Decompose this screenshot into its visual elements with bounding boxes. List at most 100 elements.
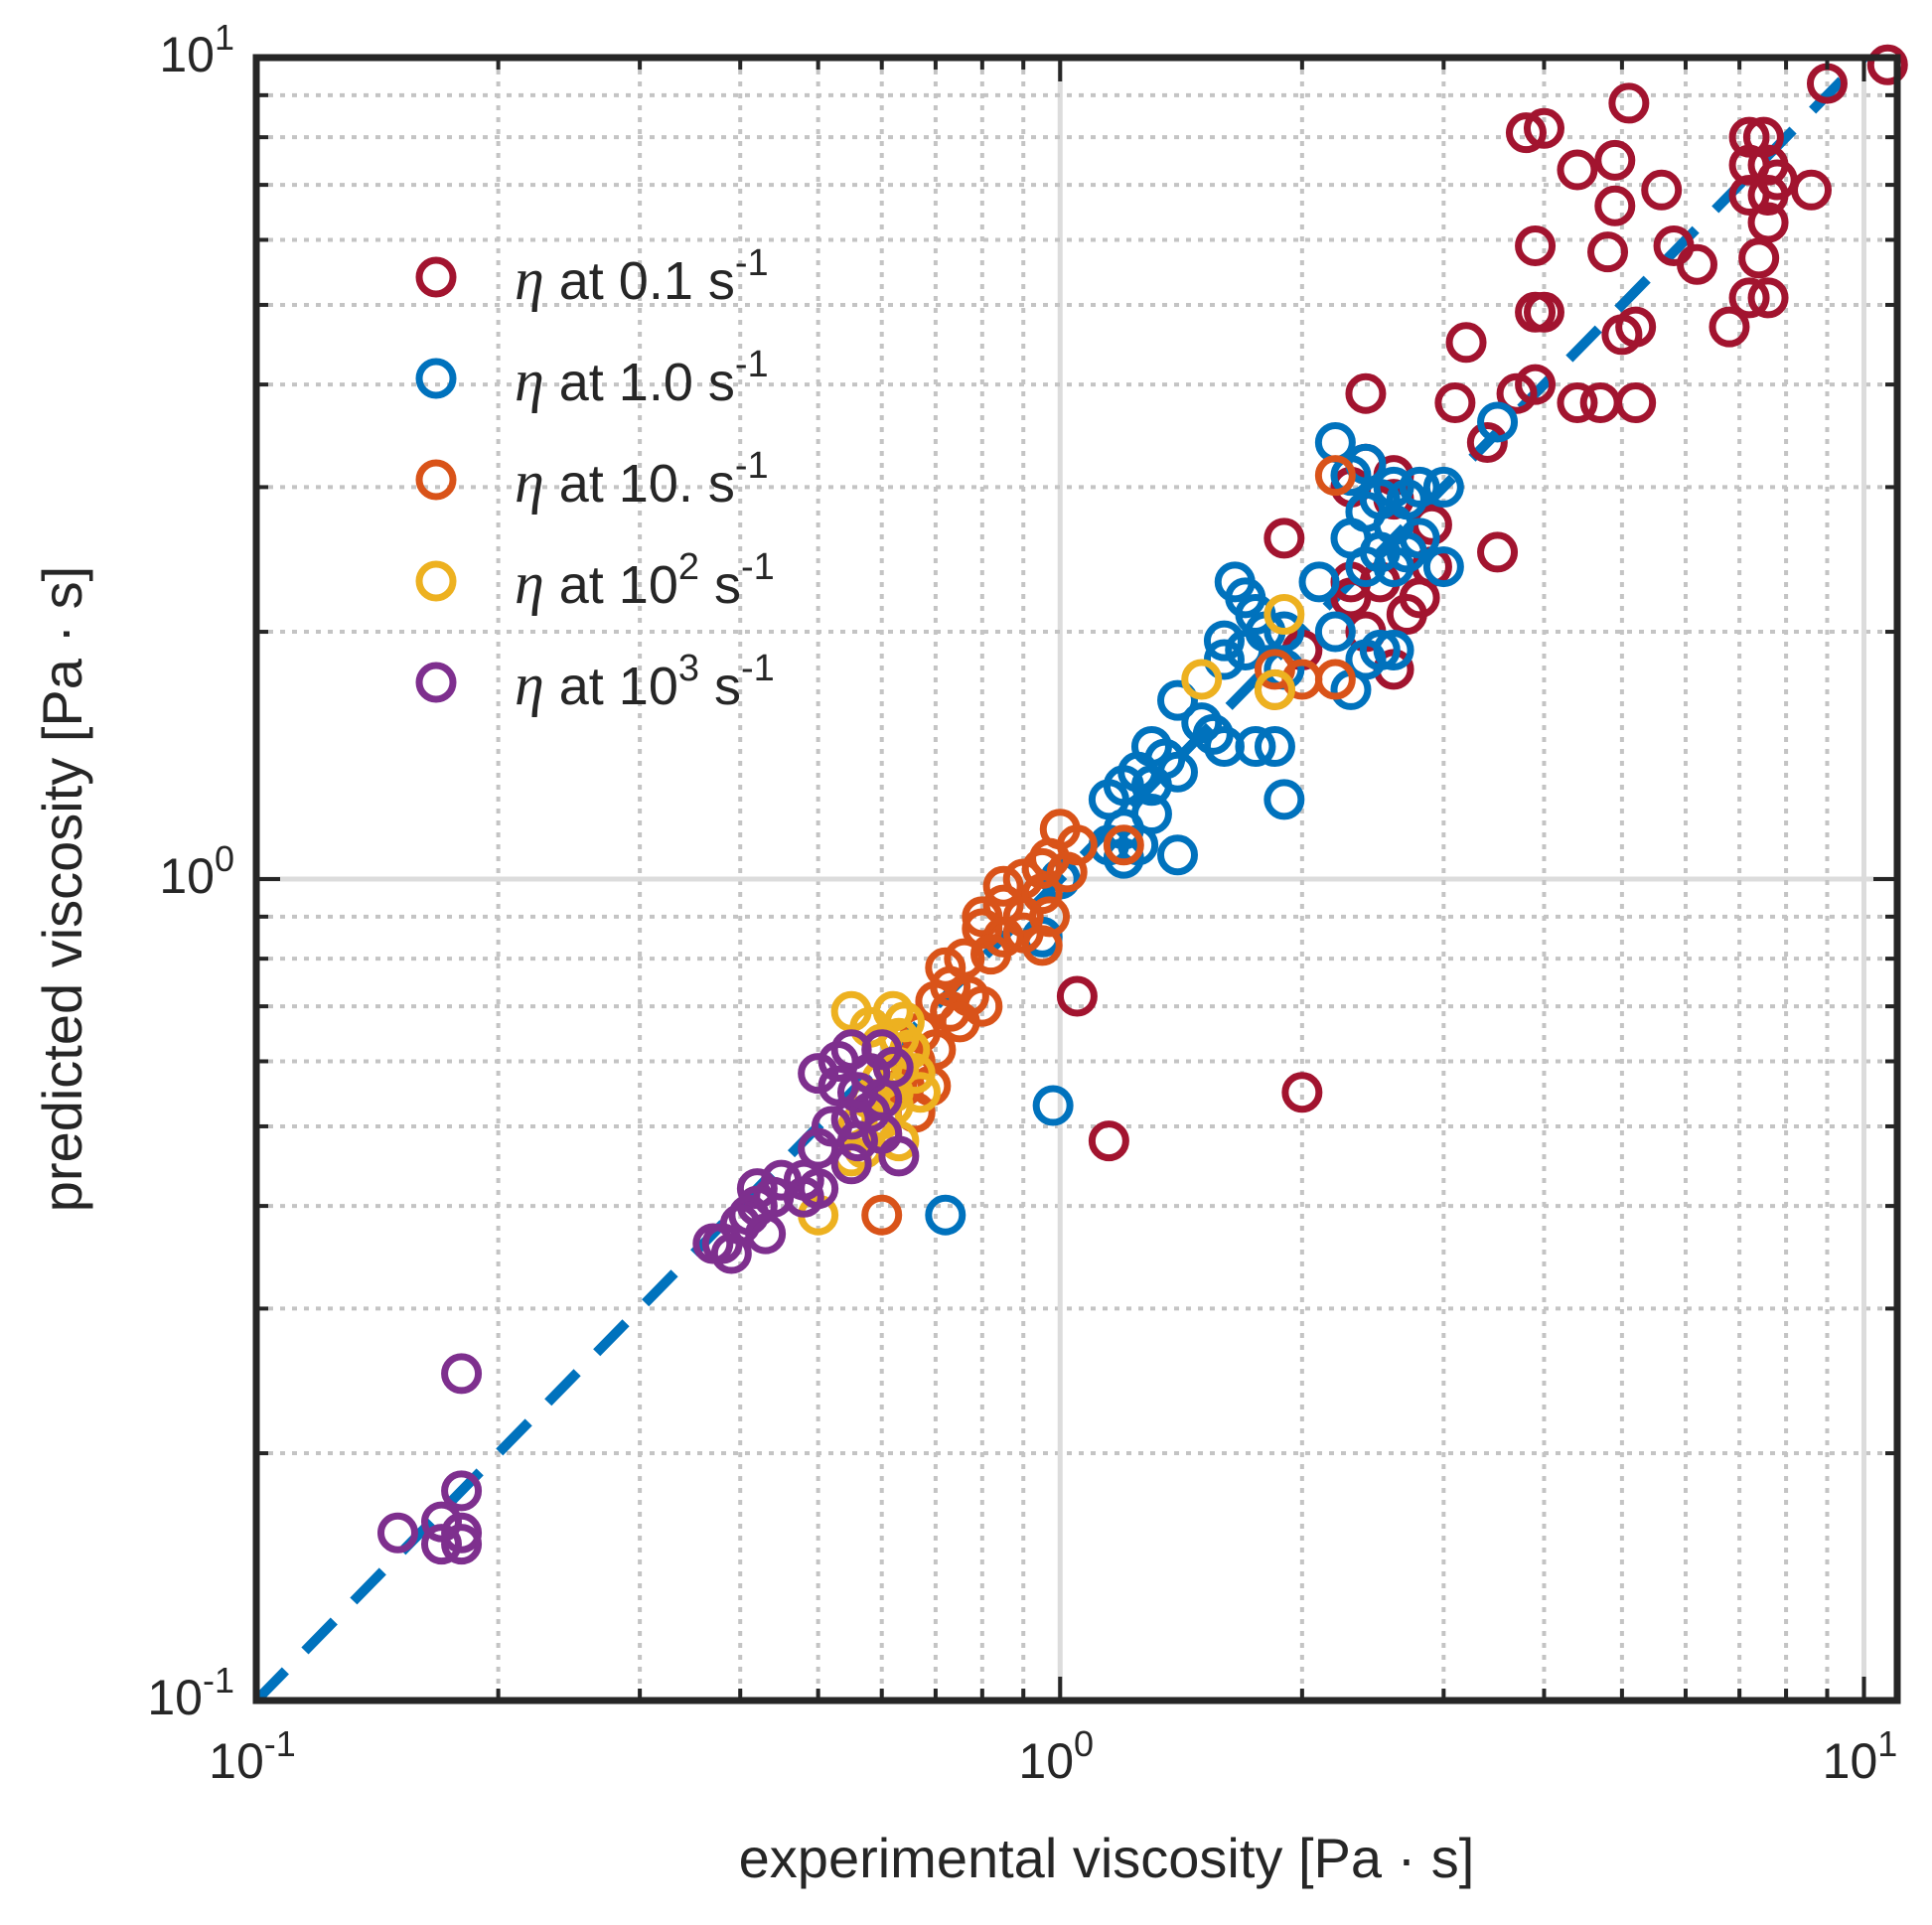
legend-marker	[415, 662, 457, 703]
data-point	[1466, 421, 1508, 463]
legend-text-part: at 0.1 s	[544, 251, 735, 311]
x-tick-label: 10-1	[209, 1723, 296, 1789]
data-point	[1728, 277, 1770, 319]
data-point	[1747, 202, 1789, 243]
data-point	[1263, 518, 1305, 559]
data-point	[970, 934, 1012, 975]
legend-eta-symbol: η	[515, 246, 544, 312]
tick-base: 10	[209, 1733, 264, 1789]
data-point	[1747, 277, 1789, 319]
data-point	[1088, 1120, 1129, 1162]
tick-exponent: 1	[1877, 1723, 1897, 1764]
legend-text-part: at 10	[544, 555, 678, 615]
data-point	[420, 1524, 462, 1565]
data-point	[1747, 175, 1789, 217]
data-point	[861, 1194, 903, 1236]
data-point	[1263, 611, 1305, 653]
data-point	[1254, 726, 1295, 768]
data-point	[1477, 531, 1519, 573]
data-point	[1557, 382, 1598, 424]
y-tick-label: 101	[159, 17, 234, 82]
x-tick-labels: 10-1 100 101	[209, 1723, 1897, 1789]
data-point	[1345, 546, 1387, 588]
legend-marker	[415, 560, 457, 602]
data-point	[1181, 702, 1223, 744]
y-axis-title: predicted viscosity [Pa · s]	[31, 566, 93, 1212]
legend-eta-symbol: η	[515, 449, 544, 515]
legend-text-part: s	[699, 555, 741, 615]
data-point	[1515, 364, 1557, 405]
data-point	[836, 1072, 878, 1113]
legend-superscript: -1	[741, 648, 775, 689]
data-point	[1056, 975, 1098, 1017]
data-point	[1557, 149, 1598, 191]
tick-exponent: -1	[264, 1723, 296, 1764]
tick-base: 10	[159, 848, 215, 904]
data-point	[745, 1213, 787, 1255]
legend-text-part: at 10	[544, 657, 678, 716]
data-point	[1235, 726, 1276, 768]
data-point	[1225, 629, 1266, 670]
data-point	[1021, 925, 1063, 966]
data-point	[830, 1143, 872, 1185]
data-point	[1738, 237, 1780, 279]
axis-ticks	[254, 56, 1897, 1703]
legend-marker	[415, 256, 457, 298]
legend-label: η at 0.1 s-1	[515, 242, 769, 312]
data-point	[377, 1512, 419, 1554]
data-point	[1263, 594, 1305, 636]
data-point	[1523, 107, 1564, 149]
data-point	[1157, 834, 1199, 876]
legend-label: η at 10. s-1	[515, 445, 769, 515]
data-point	[817, 1065, 859, 1107]
legend-superscript: -1	[735, 344, 769, 385]
data-point	[1594, 139, 1636, 181]
tick-base: 10	[1823, 1733, 1878, 1789]
y-tick-label: 10-1	[147, 1660, 234, 1725]
data-point	[1181, 659, 1223, 700]
data-point	[441, 1353, 483, 1395]
tick-base: 10	[159, 27, 215, 82]
data-point	[1399, 577, 1440, 619]
tick-exponent: 0	[1074, 1723, 1094, 1764]
data-point	[1641, 169, 1683, 211]
data-point	[1314, 455, 1356, 497]
data-point	[420, 1501, 462, 1543]
legend-superscript: -1	[735, 445, 769, 487]
data-point	[1587, 231, 1629, 273]
legend-superscript: 2	[678, 546, 699, 588]
data-point	[1298, 561, 1340, 603]
x-tick-label: 100	[1018, 1723, 1094, 1789]
data-point	[1515, 225, 1557, 267]
data-point	[1477, 401, 1519, 443]
data-point	[441, 1524, 483, 1565]
data-point	[1281, 1072, 1323, 1113]
data-point	[710, 1233, 752, 1274]
legend-marker	[415, 459, 457, 501]
reference-line-group	[252, 54, 1868, 1704]
tick-exponent: 1	[215, 17, 234, 58]
legend-superscript: -1	[735, 242, 769, 284]
data-point	[1203, 639, 1245, 680]
y-tick-label: 100	[159, 838, 234, 904]
data-point	[878, 1135, 920, 1177]
legend-text-part: at 1.0 s	[544, 353, 735, 412]
data-point	[1130, 765, 1172, 807]
reference-line	[252, 54, 1868, 1704]
legend-marker	[415, 358, 457, 399]
data-point	[1314, 611, 1356, 653]
data-point	[1046, 851, 1088, 893]
data-point	[1866, 44, 1908, 85]
legend: η at 0.1 s-1η at 1.0 s-1η at 10. s-1η at…	[415, 242, 775, 717]
data-point	[1445, 322, 1487, 364]
legend-superscript: 3	[678, 648, 699, 689]
data-point	[1330, 577, 1372, 619]
legend-text-part: s	[699, 657, 741, 716]
data-point	[798, 1127, 839, 1169]
data-point	[1192, 713, 1234, 755]
tick-exponent: -1	[203, 1660, 234, 1701]
data-point	[1728, 175, 1770, 217]
legend-superscript: -1	[741, 546, 775, 588]
series-2	[925, 401, 1519, 1236]
